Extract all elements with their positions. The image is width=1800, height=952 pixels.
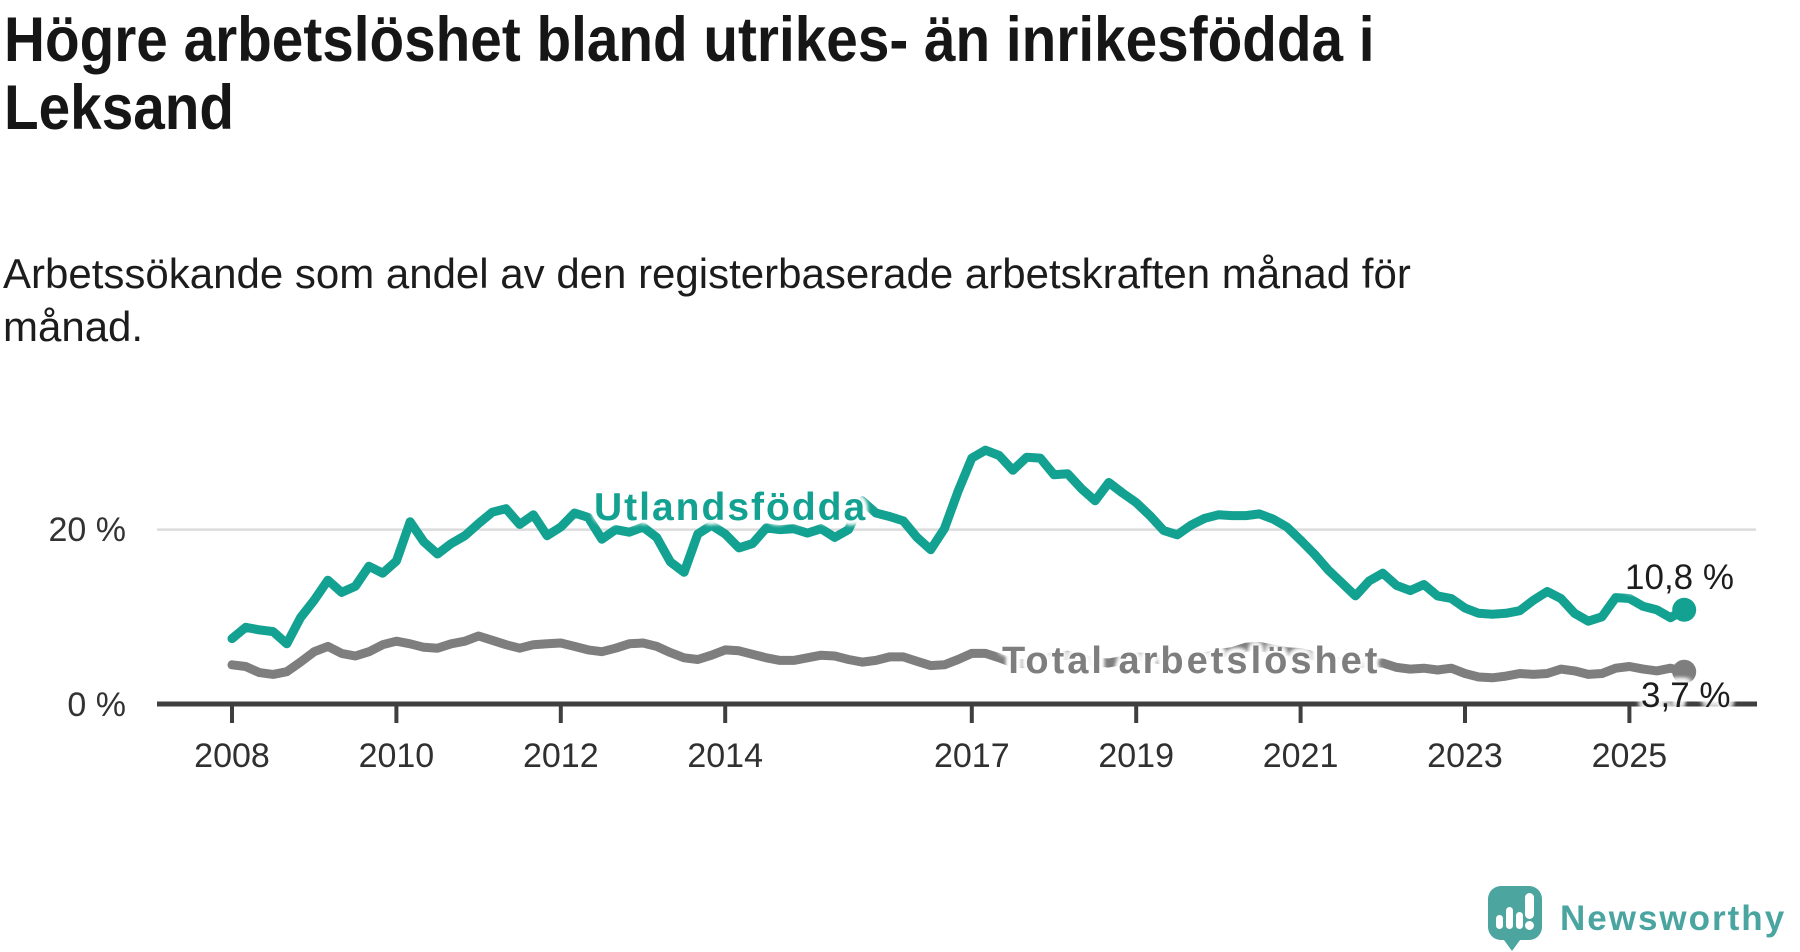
x-axis-label: 2014 xyxy=(687,737,763,775)
newsworthy-icon xyxy=(1488,886,1542,951)
series-label-utlandsfodda: Utlandsfödda xyxy=(594,486,868,529)
chart-subtitle-line2: månad. xyxy=(3,303,144,350)
x-axis-label: 2008 xyxy=(194,737,270,775)
chart-subtitle: Arbetssökande som andel av den registerb… xyxy=(3,247,1411,353)
x-axis-label: 2023 xyxy=(1427,737,1503,775)
page-title-line2: Leksand xyxy=(4,73,235,143)
x-axis-label: 2017 xyxy=(933,737,1010,775)
chart-subtitle-line1: Arbetssökande som andel av den registerb… xyxy=(3,250,1411,297)
series-label-total-arbetsloshet: Total arbetslöshet xyxy=(1002,640,1381,682)
logo-bar-1 xyxy=(1496,915,1503,929)
page-title: Högre arbetslöshet bland utrikes- än inr… xyxy=(4,6,1375,142)
newsworthy-wordmark: Newsworthy xyxy=(1560,899,1787,938)
logo-exclamation-dot xyxy=(1525,921,1534,930)
x-axis-label: 2025 xyxy=(1591,737,1668,775)
total-arbetsloshet-end-dot xyxy=(1672,659,1697,684)
x-axis-labels: 2008 2010 2012 2014 2017 2019 2021 2023 2025 xyxy=(0,736,1800,780)
utlandsfodda-end-dot xyxy=(1672,597,1697,622)
page-title-line1: Högre arbetslöshet bland utrikes- än inr… xyxy=(4,5,1375,75)
end-value-label-utlandsfodda: 10,8 % xyxy=(1625,558,1734,597)
utlandsfodda-line xyxy=(227,445,1689,649)
logo-exclamation-bar xyxy=(1525,893,1534,919)
x-axis-label: 2012 xyxy=(522,737,599,775)
logo-bar-3 xyxy=(1516,912,1523,929)
end-value-label-total-arbetsloshet: 3,7 % xyxy=(1641,676,1731,715)
total-arbetsloshet-line xyxy=(227,631,1689,683)
logo-bubble-tail xyxy=(1501,936,1523,951)
x-axis-label: 2010 xyxy=(358,737,435,775)
y-axis-label-0: 0 % xyxy=(67,686,126,724)
y-axis-label-20: 20 % xyxy=(48,511,127,549)
x-axis-label: 2019 xyxy=(1098,737,1174,775)
logo-bar-2 xyxy=(1506,907,1513,929)
x-axis-label: 2021 xyxy=(1262,737,1339,775)
